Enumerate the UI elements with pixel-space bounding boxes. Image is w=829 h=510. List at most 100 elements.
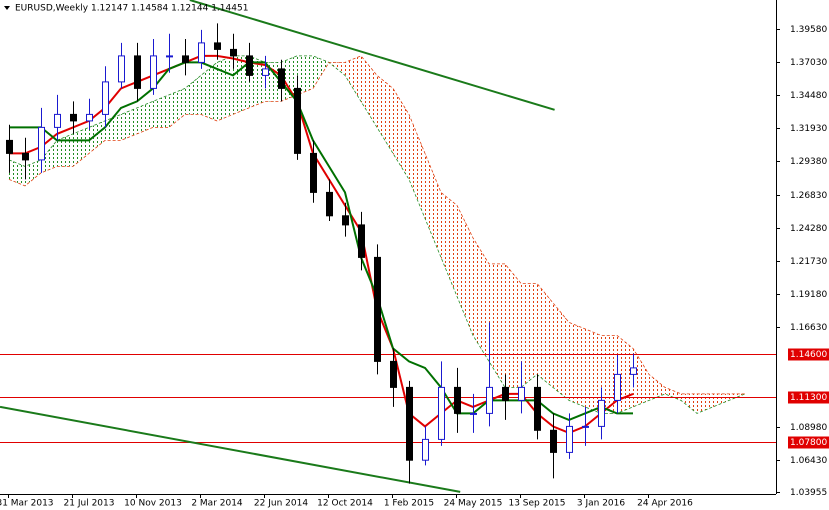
candle-body bbox=[54, 113, 61, 128]
candle-body bbox=[566, 425, 573, 453]
indicator-line bbox=[9, 54, 634, 434]
candle-body bbox=[118, 55, 125, 83]
cloud-segment bbox=[105, 114, 121, 141]
cloud-segment bbox=[89, 120, 105, 154]
cloud-segment bbox=[409, 114, 425, 219]
level-label-box bbox=[788, 348, 829, 361]
x-tick-label: 13 Sep 2015 bbox=[508, 499, 565, 509]
candle-body bbox=[470, 412, 477, 415]
x-tick-label: 24 May 2015 bbox=[444, 499, 503, 509]
candle-body bbox=[358, 224, 365, 258]
candle-body bbox=[166, 55, 173, 58]
cloud-segment bbox=[345, 55, 361, 102]
y-tick-label: 1.34480 bbox=[790, 91, 827, 101]
y-tick-label: 1.19180 bbox=[790, 290, 827, 300]
cloud-segment bbox=[633, 348, 649, 407]
trendline bbox=[189, 0, 555, 111]
y-tick-label: 1.24280 bbox=[790, 224, 827, 234]
candle-body bbox=[278, 68, 285, 89]
y-tick-label: 1.21730 bbox=[790, 257, 827, 267]
chart-header: EURUSD,Weekly 1.12147 1.14584 1.12144 1.… bbox=[15, 4, 248, 14]
candle-body bbox=[486, 386, 493, 414]
candle-body bbox=[230, 48, 237, 57]
cloud-segment bbox=[537, 283, 553, 388]
x-tick-label: 2 Mar 2014 bbox=[191, 499, 243, 509]
level-label: 1.14600 bbox=[790, 350, 827, 360]
x-tick-label: 22 Jun 2014 bbox=[254, 499, 308, 509]
candle-body bbox=[438, 386, 445, 440]
cloud-segment bbox=[313, 55, 329, 89]
candle-body bbox=[214, 42, 221, 50]
cloud-segment bbox=[489, 263, 505, 388]
level-label-box bbox=[788, 436, 829, 449]
candle-body bbox=[150, 55, 157, 89]
level-label: 1.11300 bbox=[790, 393, 827, 403]
candle-body bbox=[246, 55, 253, 76]
cloud-segment bbox=[9, 159, 25, 186]
candle-body bbox=[390, 360, 397, 388]
candle-body bbox=[198, 42, 205, 63]
candle-body bbox=[134, 55, 141, 89]
y-tick-label: 1.31930 bbox=[790, 124, 827, 134]
candle-body bbox=[86, 113, 93, 122]
candle-body bbox=[374, 256, 381, 362]
plot-area bbox=[0, 0, 776, 493]
cloud-segment bbox=[473, 237, 489, 362]
candle-body bbox=[518, 386, 525, 401]
cloud-segment bbox=[649, 374, 665, 401]
cloud-segment bbox=[217, 55, 233, 121]
x-tick-label: 12 Oct 2014 bbox=[317, 499, 373, 509]
cloud-segment bbox=[393, 88, 409, 180]
candle-body bbox=[598, 399, 605, 427]
candle-body bbox=[22, 152, 29, 161]
level-label: 1.07800 bbox=[790, 438, 827, 448]
axes: 1.39580 1.37030 1.34480 1.31930 1.29380 1.268… bbox=[0, 25, 829, 509]
candle-body bbox=[70, 113, 77, 122]
y-tick-label: 1.06430 bbox=[790, 456, 827, 466]
cloud-segment bbox=[361, 55, 377, 128]
cloud-segment bbox=[169, 88, 185, 128]
cloud-segment bbox=[697, 393, 713, 414]
cloud-segment bbox=[681, 393, 697, 414]
candle-body bbox=[182, 55, 189, 63]
y-tick-label: 1.39580 bbox=[790, 25, 827, 35]
cloud-segment bbox=[505, 263, 521, 388]
candle-body bbox=[310, 152, 317, 193]
y-tick-label: 1.26830 bbox=[790, 191, 827, 201]
cloud-segment bbox=[25, 159, 41, 186]
cloud-segment bbox=[41, 140, 57, 173]
candle-body bbox=[614, 373, 621, 401]
cloud-edge bbox=[8, 55, 746, 414]
cloud-segment bbox=[553, 302, 569, 401]
candle-body bbox=[102, 81, 109, 115]
cloud-segment bbox=[441, 192, 457, 297]
cloud-segment bbox=[233, 55, 249, 115]
candle-body bbox=[630, 367, 637, 375]
y-tick-label: 1.29380 bbox=[790, 157, 827, 167]
candle-body bbox=[454, 386, 461, 414]
cloud-edge bbox=[8, 55, 745, 395]
menu-triangle[interactable] bbox=[4, 6, 10, 10]
candle-body bbox=[534, 386, 541, 431]
x-tick-label: 3 Jan 2016 bbox=[577, 499, 625, 509]
indicator-line bbox=[9, 61, 633, 421]
x-tick-label: 10 Nov 2013 bbox=[124, 499, 182, 509]
x-tick-label: 21 Jul 2013 bbox=[64, 499, 115, 509]
y-tick-label: 1.08980 bbox=[790, 423, 827, 433]
candle-body bbox=[38, 126, 45, 161]
x-tick-label: 24 Apr 2016 bbox=[637, 499, 693, 509]
cloud-segment bbox=[457, 205, 473, 336]
candle-body bbox=[326, 191, 333, 217]
cloud-segment bbox=[137, 101, 153, 134]
candle-body bbox=[342, 215, 349, 226]
y-tick-label: 1.03955 bbox=[790, 488, 827, 498]
cloud-segment bbox=[57, 133, 73, 167]
y-tick-label: 1.16630 bbox=[790, 323, 827, 333]
cloud-segment bbox=[281, 55, 297, 102]
x-tick-label: 1 Feb 2015 bbox=[384, 499, 434, 509]
candle-body bbox=[262, 68, 269, 76]
cloud-segment bbox=[425, 153, 441, 258]
x-tick-label: 31 Mar 2013 bbox=[0, 499, 54, 509]
